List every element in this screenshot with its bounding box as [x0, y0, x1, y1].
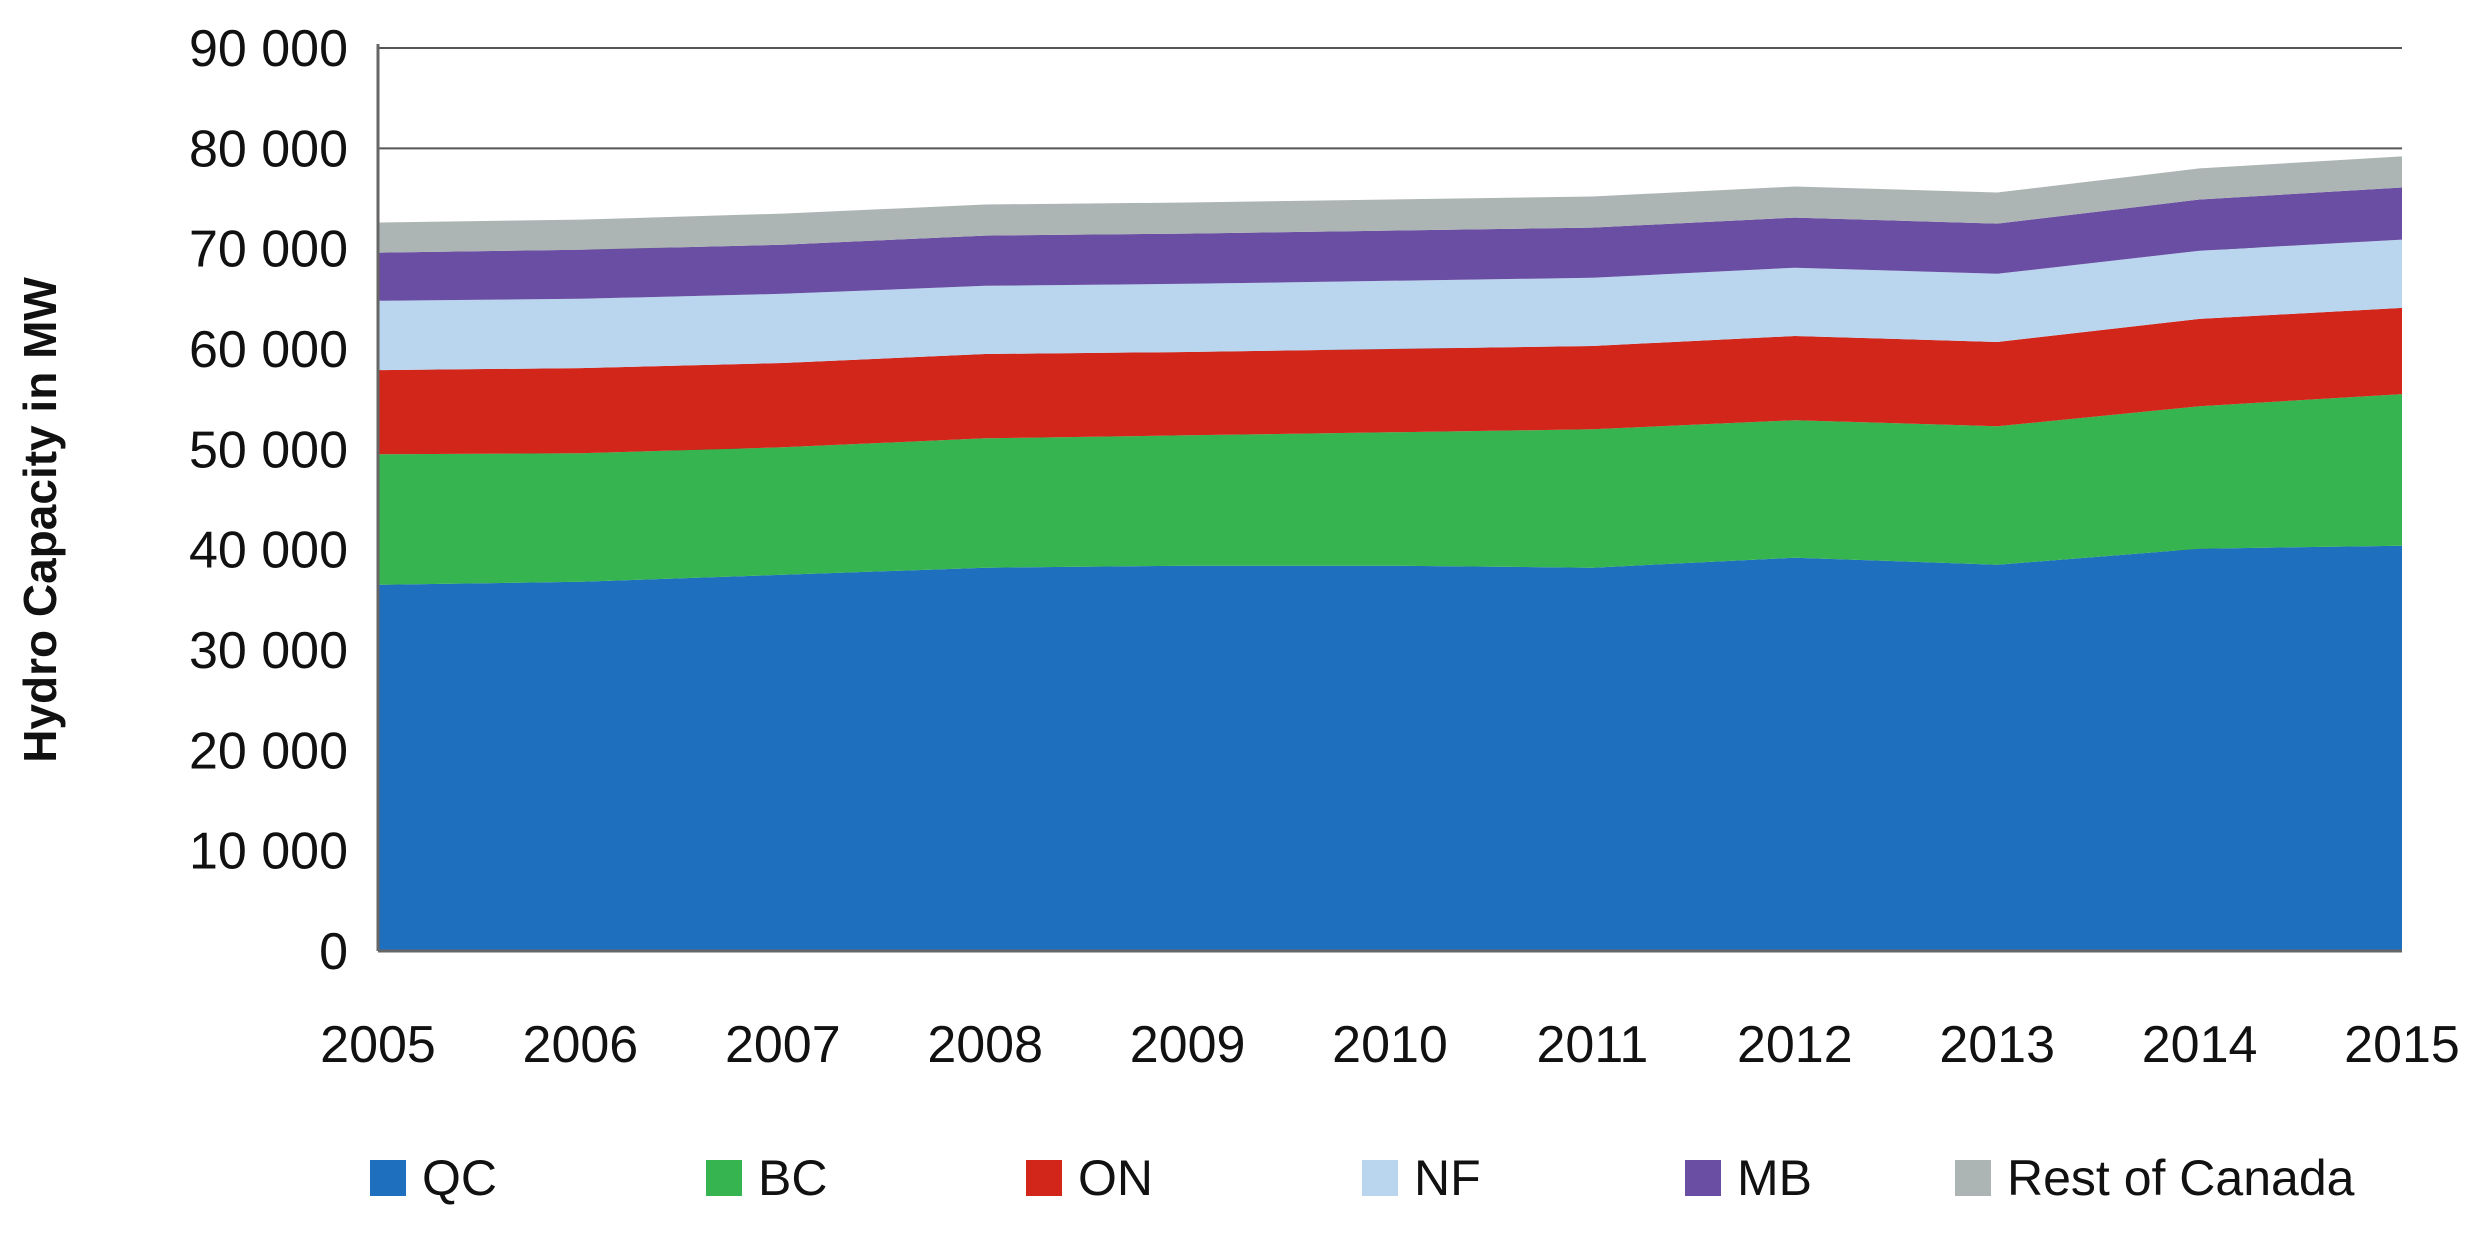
- y-tick-label-30000: 30 000: [189, 622, 348, 680]
- legend-item-on: ON: [1026, 1150, 1153, 1206]
- x-tick-labels: 2005 2006 2007 2008 2009 2010 2011 2012 2013 2014…: [320, 1016, 2460, 1074]
- x-tick-label-2010: 2010: [1332, 1016, 1448, 1074]
- x-tick-label-2008: 2008: [927, 1016, 1043, 1074]
- legend-swatch-qc: [370, 1160, 406, 1196]
- y-tick-label-10000: 10 000: [189, 823, 348, 881]
- area-series-mb: [378, 187, 2402, 301]
- x-tick-label-2009: 2009: [1130, 1016, 1246, 1074]
- legend-item-rest-of-canada: Rest of Canada: [1955, 1150, 2355, 1206]
- area-series-rest-of-canada: [378, 156, 2402, 253]
- y-tick-labels: 0 10 000 20 000 30 000 40 000 50 000 60 000 70 …: [189, 20, 348, 981]
- x-tick-label-2007: 2007: [725, 1016, 841, 1074]
- legend-swatch-bc: [706, 1160, 742, 1196]
- y-tick-label-90000: 90 000: [189, 20, 348, 78]
- legend-label-on: ON: [1078, 1150, 1153, 1206]
- x-tick-label-2012: 2012: [1737, 1016, 1853, 1074]
- y-tick-label-60000: 60 000: [189, 321, 348, 379]
- legend-swatch-on: [1026, 1160, 1062, 1196]
- legend-item-bc: BC: [706, 1150, 827, 1206]
- y-tick-label-0: 0: [319, 923, 348, 981]
- axis-layer: [376, 44, 2402, 953]
- x-tick-label-2013: 2013: [1939, 1016, 2055, 1074]
- area-series-nf: [378, 239, 2402, 371]
- legend-label-rest-of-canada: Rest of Canada: [2007, 1150, 2355, 1206]
- legend: QC BC ON NF MB Rest of Canada: [370, 1150, 2355, 1206]
- legend-swatch-rest-of-canada: [1955, 1160, 1991, 1196]
- legend-swatch-nf: [1362, 1160, 1398, 1196]
- legend-label-nf: NF: [1414, 1150, 1481, 1206]
- x-tick-label-2014: 2014: [2142, 1016, 2258, 1074]
- legend-label-mb: MB: [1737, 1150, 1812, 1206]
- x-tick-label-2011: 2011: [1536, 1016, 1648, 1074]
- x-tick-label-2005: 2005: [320, 1016, 436, 1074]
- legend-item-qc: QC: [370, 1150, 497, 1206]
- legend-item-mb: MB: [1685, 1150, 1812, 1206]
- legend-swatch-mb: [1685, 1160, 1721, 1196]
- legend-label-bc: BC: [758, 1150, 827, 1206]
- area-series-bc: [378, 394, 2402, 585]
- x-tick-label-2015: 2015: [2344, 1016, 2460, 1074]
- area-layer: [378, 156, 2402, 951]
- y-tick-label-80000: 80 000: [189, 120, 348, 178]
- y-tick-label-50000: 50 000: [189, 421, 348, 479]
- x-tick-label-2006: 2006: [523, 1016, 639, 1074]
- y-tick-label-20000: 20 000: [189, 722, 348, 780]
- y-tick-label-40000: 40 000: [189, 522, 348, 580]
- y-tick-label-70000: 70 000: [189, 221, 348, 279]
- legend-item-nf: NF: [1362, 1150, 1481, 1206]
- area-series-qc: [378, 545, 2402, 951]
- y-axis-title: Hydro Capacity in MW: [14, 277, 66, 763]
- legend-label-qc: QC: [422, 1150, 497, 1206]
- area-series-on: [378, 307, 2402, 455]
